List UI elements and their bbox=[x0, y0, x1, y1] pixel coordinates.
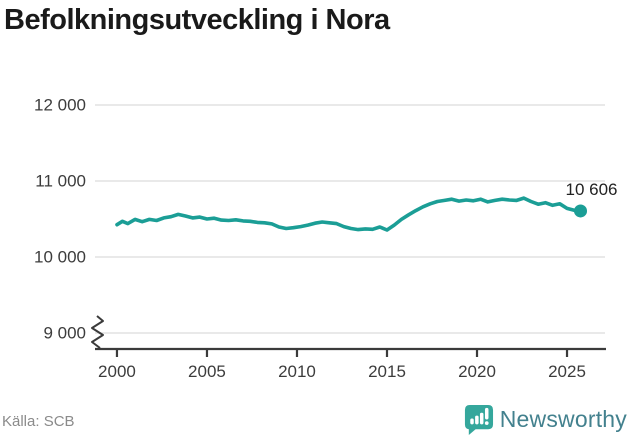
newsworthy-logo: Newsworthy bbox=[463, 401, 627, 437]
latest-value-label: 10 606 bbox=[566, 180, 618, 199]
axis-break-icon bbox=[91, 315, 104, 349]
x-tick-label: 2010 bbox=[278, 362, 316, 381]
y-tick-label: 11 000 bbox=[35, 172, 86, 191]
latest-value-dot bbox=[574, 204, 588, 218]
chart-title: Befolkningsutveckling i Nora bbox=[4, 4, 390, 36]
brand-wordmark: Newsworthy bbox=[499, 405, 627, 432]
y-tick-label: 12 000 bbox=[34, 96, 86, 115]
source-attribution: Källa: SCB bbox=[2, 413, 75, 430]
y-tick-label: 9 000 bbox=[43, 324, 86, 343]
x-tick-label: 2005 bbox=[188, 362, 226, 381]
x-tick-label: 2000 bbox=[98, 362, 136, 381]
population-series-line bbox=[115, 196, 583, 232]
y-tick-label: 10 000 bbox=[34, 248, 86, 267]
x-tick-label: 2025 bbox=[548, 362, 586, 381]
bar-chart-speech-bubble-icon bbox=[464, 404, 493, 435]
x-tick-label: 2015 bbox=[368, 362, 406, 381]
x-tick-label: 2020 bbox=[458, 362, 496, 381]
